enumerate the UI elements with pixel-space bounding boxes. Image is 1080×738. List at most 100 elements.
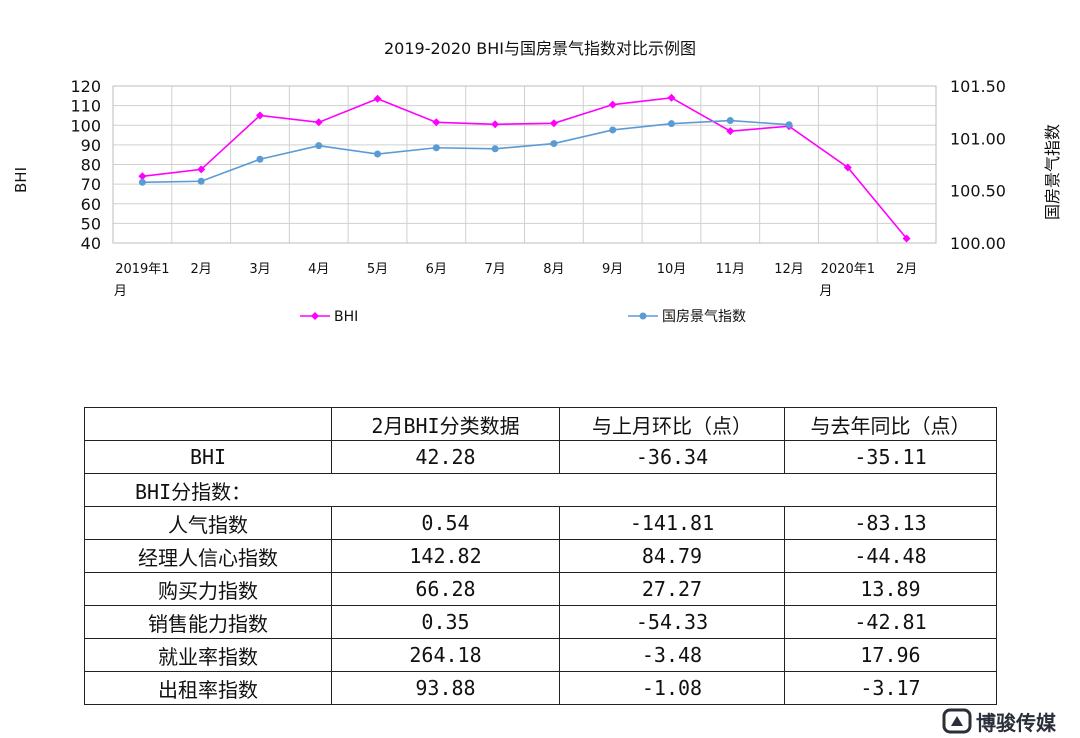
table-cell: -3.48 — [559, 638, 785, 672]
row-label: 就业率指数 — [84, 638, 332, 672]
y-right-tick-label: 101.00 — [950, 129, 1006, 148]
y-left-tick-label: 80 — [81, 156, 101, 175]
data-point — [314, 118, 323, 127]
data-point — [315, 142, 323, 150]
y-right-tick-label: 101.50 — [950, 77, 1006, 96]
table-row: 就业率指数 264.18 -3.48 17.96 — [84, 638, 997, 672]
data-point — [549, 119, 558, 128]
table-cell: -54.33 — [559, 605, 785, 639]
y-left-tick-label: 60 — [81, 195, 101, 214]
x-tick-label: 月 — [114, 284, 127, 299]
table-row: BHI 42.28 -36.34 -35.11 — [84, 440, 997, 474]
y-left-tick-label: 90 — [81, 136, 101, 155]
x-tick-label: 2月 — [191, 262, 212, 277]
x-tick-label: 7月 — [484, 262, 505, 277]
table-cell: -1.08 — [559, 671, 785, 705]
x-tick-label: 2019年1 — [115, 262, 169, 277]
data-point — [374, 150, 382, 158]
subheading-cell: BHI分指数： — [84, 473, 997, 507]
watermark: 博骏传媒 — [942, 704, 1080, 738]
header-cell: 2月BHI分类数据 — [331, 407, 560, 441]
data-point — [726, 117, 734, 125]
x-tick-label: 10月 — [657, 262, 687, 277]
row-label: 经理人信心指数 — [84, 539, 332, 573]
legend-marker — [311, 312, 319, 320]
header-cell: 与上月环比（点） — [559, 407, 785, 441]
data-table: 2月BHI分类数据 与上月环比（点） 与去年同比（点） BHI 42.28 -3… — [84, 407, 997, 705]
data-point — [373, 94, 382, 103]
x-tick-label: 3月 — [249, 262, 270, 277]
y-right-tick-label: 100.50 — [950, 182, 1006, 201]
y-left-tick-label: 70 — [81, 175, 101, 194]
table-cell: 93.88 — [331, 671, 560, 705]
table-cell: -44.48 — [784, 539, 997, 573]
data-point — [785, 121, 793, 129]
data-point — [432, 118, 441, 127]
series-line — [142, 119, 790, 184]
table-cell: 66.28 — [331, 572, 560, 606]
data-point — [491, 145, 499, 153]
legend-label: BHI — [334, 309, 358, 325]
table-cell: 84.79 — [559, 539, 785, 573]
y-left-tick-label: 120 — [70, 77, 101, 96]
table-cell: -3.17 — [784, 671, 997, 705]
table-cell: 27.27 — [559, 572, 785, 606]
watermark-text: 博骏传媒 — [976, 710, 1056, 735]
y-left-tick-label: 40 — [81, 234, 101, 253]
y-axis-right-label: 国房景气指数 — [1043, 124, 1062, 220]
legend-label: 国房景气指数 — [662, 309, 746, 325]
x-tick-label: 12月 — [774, 262, 804, 277]
data-point — [608, 100, 617, 109]
data-point — [491, 120, 500, 129]
data-point — [726, 127, 735, 136]
table-row: 经理人信心指数 142.82 84.79 -44.48 — [84, 539, 997, 573]
x-tick-label: 6月 — [426, 262, 447, 277]
x-tick-label: 月 — [819, 284, 832, 299]
table-cell: -83.13 — [784, 506, 997, 540]
y-axis-left-label: BHI — [12, 167, 30, 193]
data-point — [667, 93, 676, 102]
data-point — [197, 177, 205, 185]
table-cell: 142.82 — [331, 539, 560, 573]
data-point — [255, 111, 264, 120]
y-right-tick-label: 100.00 — [950, 234, 1006, 253]
table-cell: -35.11 — [784, 440, 997, 474]
table-row: 购买力指数 66.28 27.27 13.89 — [84, 572, 997, 606]
y-left-tick-label: 110 — [70, 97, 101, 116]
table-cell: 17.96 — [784, 638, 997, 672]
data-point — [197, 165, 206, 174]
y-left-tick-label: 50 — [81, 214, 101, 233]
legend-marker — [639, 312, 647, 320]
table-header-row: 2月BHI分类数据 与上月环比（点） 与去年同比（点） — [84, 407, 997, 441]
x-tick-label: 9月 — [602, 262, 623, 277]
table-cell: 0.35 — [331, 605, 560, 639]
data-point — [667, 120, 675, 128]
data-point — [609, 126, 617, 134]
x-tick-label: 11月 — [715, 262, 745, 277]
data-point — [902, 234, 911, 243]
chart: 2019-2020 BHI与国房景气指数对比示例图 BHI 国房景气指数 405… — [12, 39, 1062, 325]
header-cell — [84, 407, 332, 441]
plot-frame — [112, 85, 937, 244]
table-cell: -42.81 — [784, 605, 997, 639]
row-label: 销售能力指数 — [84, 605, 332, 639]
row-label: 出租率指数 — [84, 671, 332, 705]
brand-logo-icon — [942, 708, 972, 734]
table-row: 人气指数 0.54 -141.81 -83.13 — [84, 506, 997, 540]
table-row: 销售能力指数 0.35 -54.33 -42.81 — [84, 605, 997, 639]
data-point — [432, 144, 440, 152]
header-cell: 与去年同比（点） — [784, 407, 997, 441]
series-line — [142, 96, 908, 240]
row-label: 购买力指数 — [84, 572, 332, 606]
table-cell: 42.28 — [331, 440, 560, 474]
y-left-tick-label: 100 — [70, 116, 101, 135]
data-point — [138, 178, 146, 186]
x-tick-label: 5月 — [367, 262, 388, 277]
x-tick-label: 2020年1 — [821, 262, 875, 277]
table-cell: 0.54 — [331, 506, 560, 540]
table-cell: 264.18 — [331, 638, 560, 672]
data-point — [843, 163, 852, 172]
data-point — [256, 155, 264, 163]
x-tick-label: 8月 — [543, 262, 564, 277]
table-cell: 13.89 — [784, 572, 997, 606]
